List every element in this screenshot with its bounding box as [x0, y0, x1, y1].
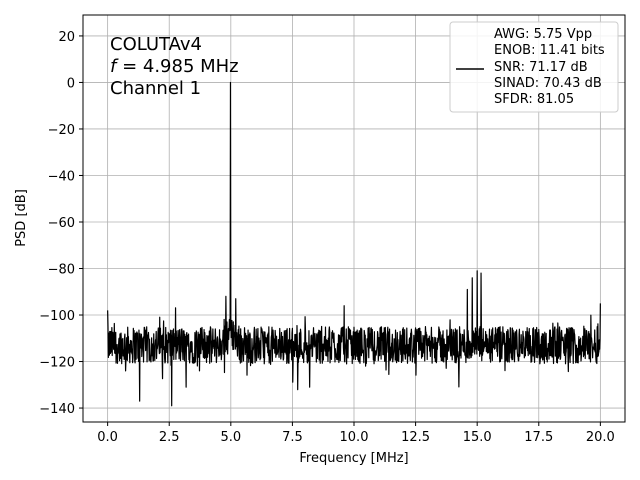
y-tick-label: −120 [39, 356, 75, 371]
psd-trace [107, 81, 601, 407]
x-tick-label: 12.5 [401, 430, 430, 445]
legend-line-awg: AWG: 5.75 Vpp [494, 27, 592, 42]
grid [83, 15, 625, 422]
x-tick-label: 17.5 [524, 430, 553, 445]
y-tick-label: 0 [67, 76, 75, 91]
y-tick-label: −100 [39, 309, 75, 324]
y-tick-label: 20 [58, 30, 75, 45]
x-tick-label: 20.0 [586, 430, 615, 445]
legend-box [449, 21, 619, 113]
y-tick-label: −20 [48, 123, 75, 138]
x-axis: 0.0 2.5 5.0 7.5 10.0 12.5 15.0 17.5 20.0 [97, 422, 615, 445]
series-psd [107, 81, 601, 407]
x-tick-label: 7.5 [282, 430, 303, 445]
x-tick-label: 15.0 [463, 430, 492, 445]
y-axis-label: PSD [dB] [14, 189, 29, 247]
legend-line-snr: SNR: 71.17 dB [494, 60, 588, 75]
legend-line-enob: ENOB: 11.41 bits [494, 43, 605, 58]
legend: AWG: 5.75 Vpp ENOB: 11.41 bits SNR: 71.1… [449, 21, 619, 113]
annotation-frequency: f = 4.985 MHz [110, 56, 239, 77]
y-tick-label: −80 [48, 263, 75, 278]
x-axis-label: Frequency [MHz] [299, 451, 408, 466]
y-tick-label: −60 [48, 216, 75, 231]
x-tick-label: 0.0 [97, 430, 118, 445]
x-tick-label: 2.5 [159, 430, 180, 445]
y-tick-label: −140 [39, 402, 75, 417]
y-tick-label: −40 [48, 169, 75, 184]
legend-line-sfdr: SFDR: 81.05 [494, 92, 574, 107]
annotation-channel: Channel 1 [110, 78, 201, 99]
x-tick-label: 5.0 [220, 430, 241, 445]
legend-line-sinad: SINAD: 70.43 dB [494, 76, 602, 91]
annotation-device: COLUTAv4 [110, 34, 202, 55]
x-tick-label: 10.0 [340, 430, 369, 445]
y-axis: 20 0 −20 −40 −60 −80 −100 −120 −140 [39, 30, 83, 417]
